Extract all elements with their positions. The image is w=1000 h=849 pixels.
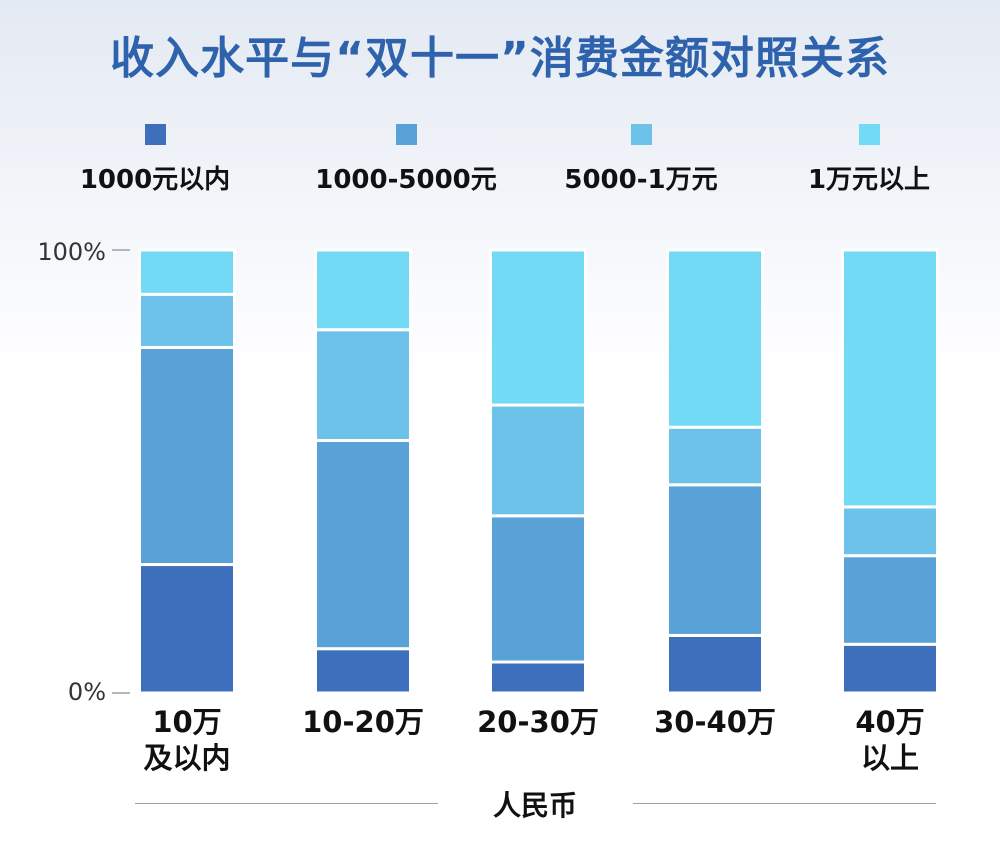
y-tick-100: 100% bbox=[37, 238, 106, 266]
legend-swatch-under-1000 bbox=[144, 124, 166, 145]
legend-item-under-1000: 1000元以内 bbox=[45, 124, 265, 196]
x-axis-rule-right bbox=[633, 803, 936, 804]
chart-title: 收入水平与“双十一”消费金额对照关系 bbox=[110, 33, 890, 84]
bar-segment-0-3 bbox=[138, 248, 236, 296]
bar-segment-1-3 bbox=[314, 248, 412, 332]
bar-segment-4-0 bbox=[841, 642, 939, 695]
x-category-0-line2: 及以内 bbox=[143, 741, 231, 775]
bar-segment-2-2 bbox=[489, 403, 587, 518]
y-tick-0: 0% bbox=[67, 678, 106, 706]
legend-swatch-over-10000 bbox=[858, 124, 880, 145]
legend-item-over-10000: 1万元以上 bbox=[759, 124, 979, 196]
bar-segment-0-0 bbox=[138, 563, 236, 695]
bar-segment-4-2 bbox=[841, 505, 939, 558]
x-category-1: 10-20万 bbox=[273, 704, 453, 740]
legend-swatch-1000-5000 bbox=[395, 124, 417, 145]
x-category-2: 20-30万 bbox=[448, 704, 628, 740]
legend-label-5000-10000: 5000-1万元 bbox=[564, 165, 718, 195]
bar-segment-4-1 bbox=[841, 554, 939, 646]
bar-segment-0-2 bbox=[138, 292, 236, 349]
x-category-0: 10万 及以内 bbox=[97, 704, 277, 776]
bar-segment-3-3 bbox=[666, 248, 764, 429]
legend-item-5000-10000: 5000-1万元 bbox=[531, 124, 751, 196]
bar-segment-0-1 bbox=[138, 345, 236, 567]
bar-segment-2-1 bbox=[489, 514, 587, 664]
legend-swatch-5000-10000 bbox=[630, 124, 652, 145]
bar-segment-3-0 bbox=[666, 633, 764, 695]
bar-segment-1-2 bbox=[314, 328, 412, 442]
bar-segment-2-0 bbox=[489, 660, 587, 695]
bar-stacks bbox=[138, 248, 939, 695]
bar-segment-3-1 bbox=[666, 483, 764, 637]
x-category-3: 30-40万 bbox=[625, 704, 805, 740]
x-axis-label: 人民币 bbox=[492, 789, 577, 822]
x-category-4-line2: 以上 bbox=[860, 741, 919, 775]
legend-label-over-10000: 1万元以上 bbox=[807, 165, 931, 195]
bar-segment-1-1 bbox=[314, 438, 412, 651]
bar-segment-1-0 bbox=[314, 647, 412, 695]
x-axis-rule-left bbox=[135, 803, 438, 804]
x-category-4: 40万 以上 bbox=[800, 704, 980, 776]
bar-segment-2-3 bbox=[489, 248, 587, 407]
x-category-0-line1: 10万 bbox=[152, 705, 222, 739]
legend-label-under-1000: 1000元以内 bbox=[79, 165, 231, 195]
legend-label-1000-5000: 1000-5000元 bbox=[315, 165, 497, 195]
x-category-1-line1: 10-20万 bbox=[302, 705, 424, 739]
bar-segment-3-2 bbox=[666, 425, 764, 487]
legend-item-1000-5000: 1000-5000元 bbox=[296, 124, 516, 196]
x-category-2-line1: 20-30万 bbox=[477, 705, 599, 739]
bar-segment-4-3 bbox=[841, 248, 939, 509]
x-category-4-line1: 40万 bbox=[855, 705, 925, 739]
x-category-3-line1: 30-40万 bbox=[654, 705, 776, 739]
